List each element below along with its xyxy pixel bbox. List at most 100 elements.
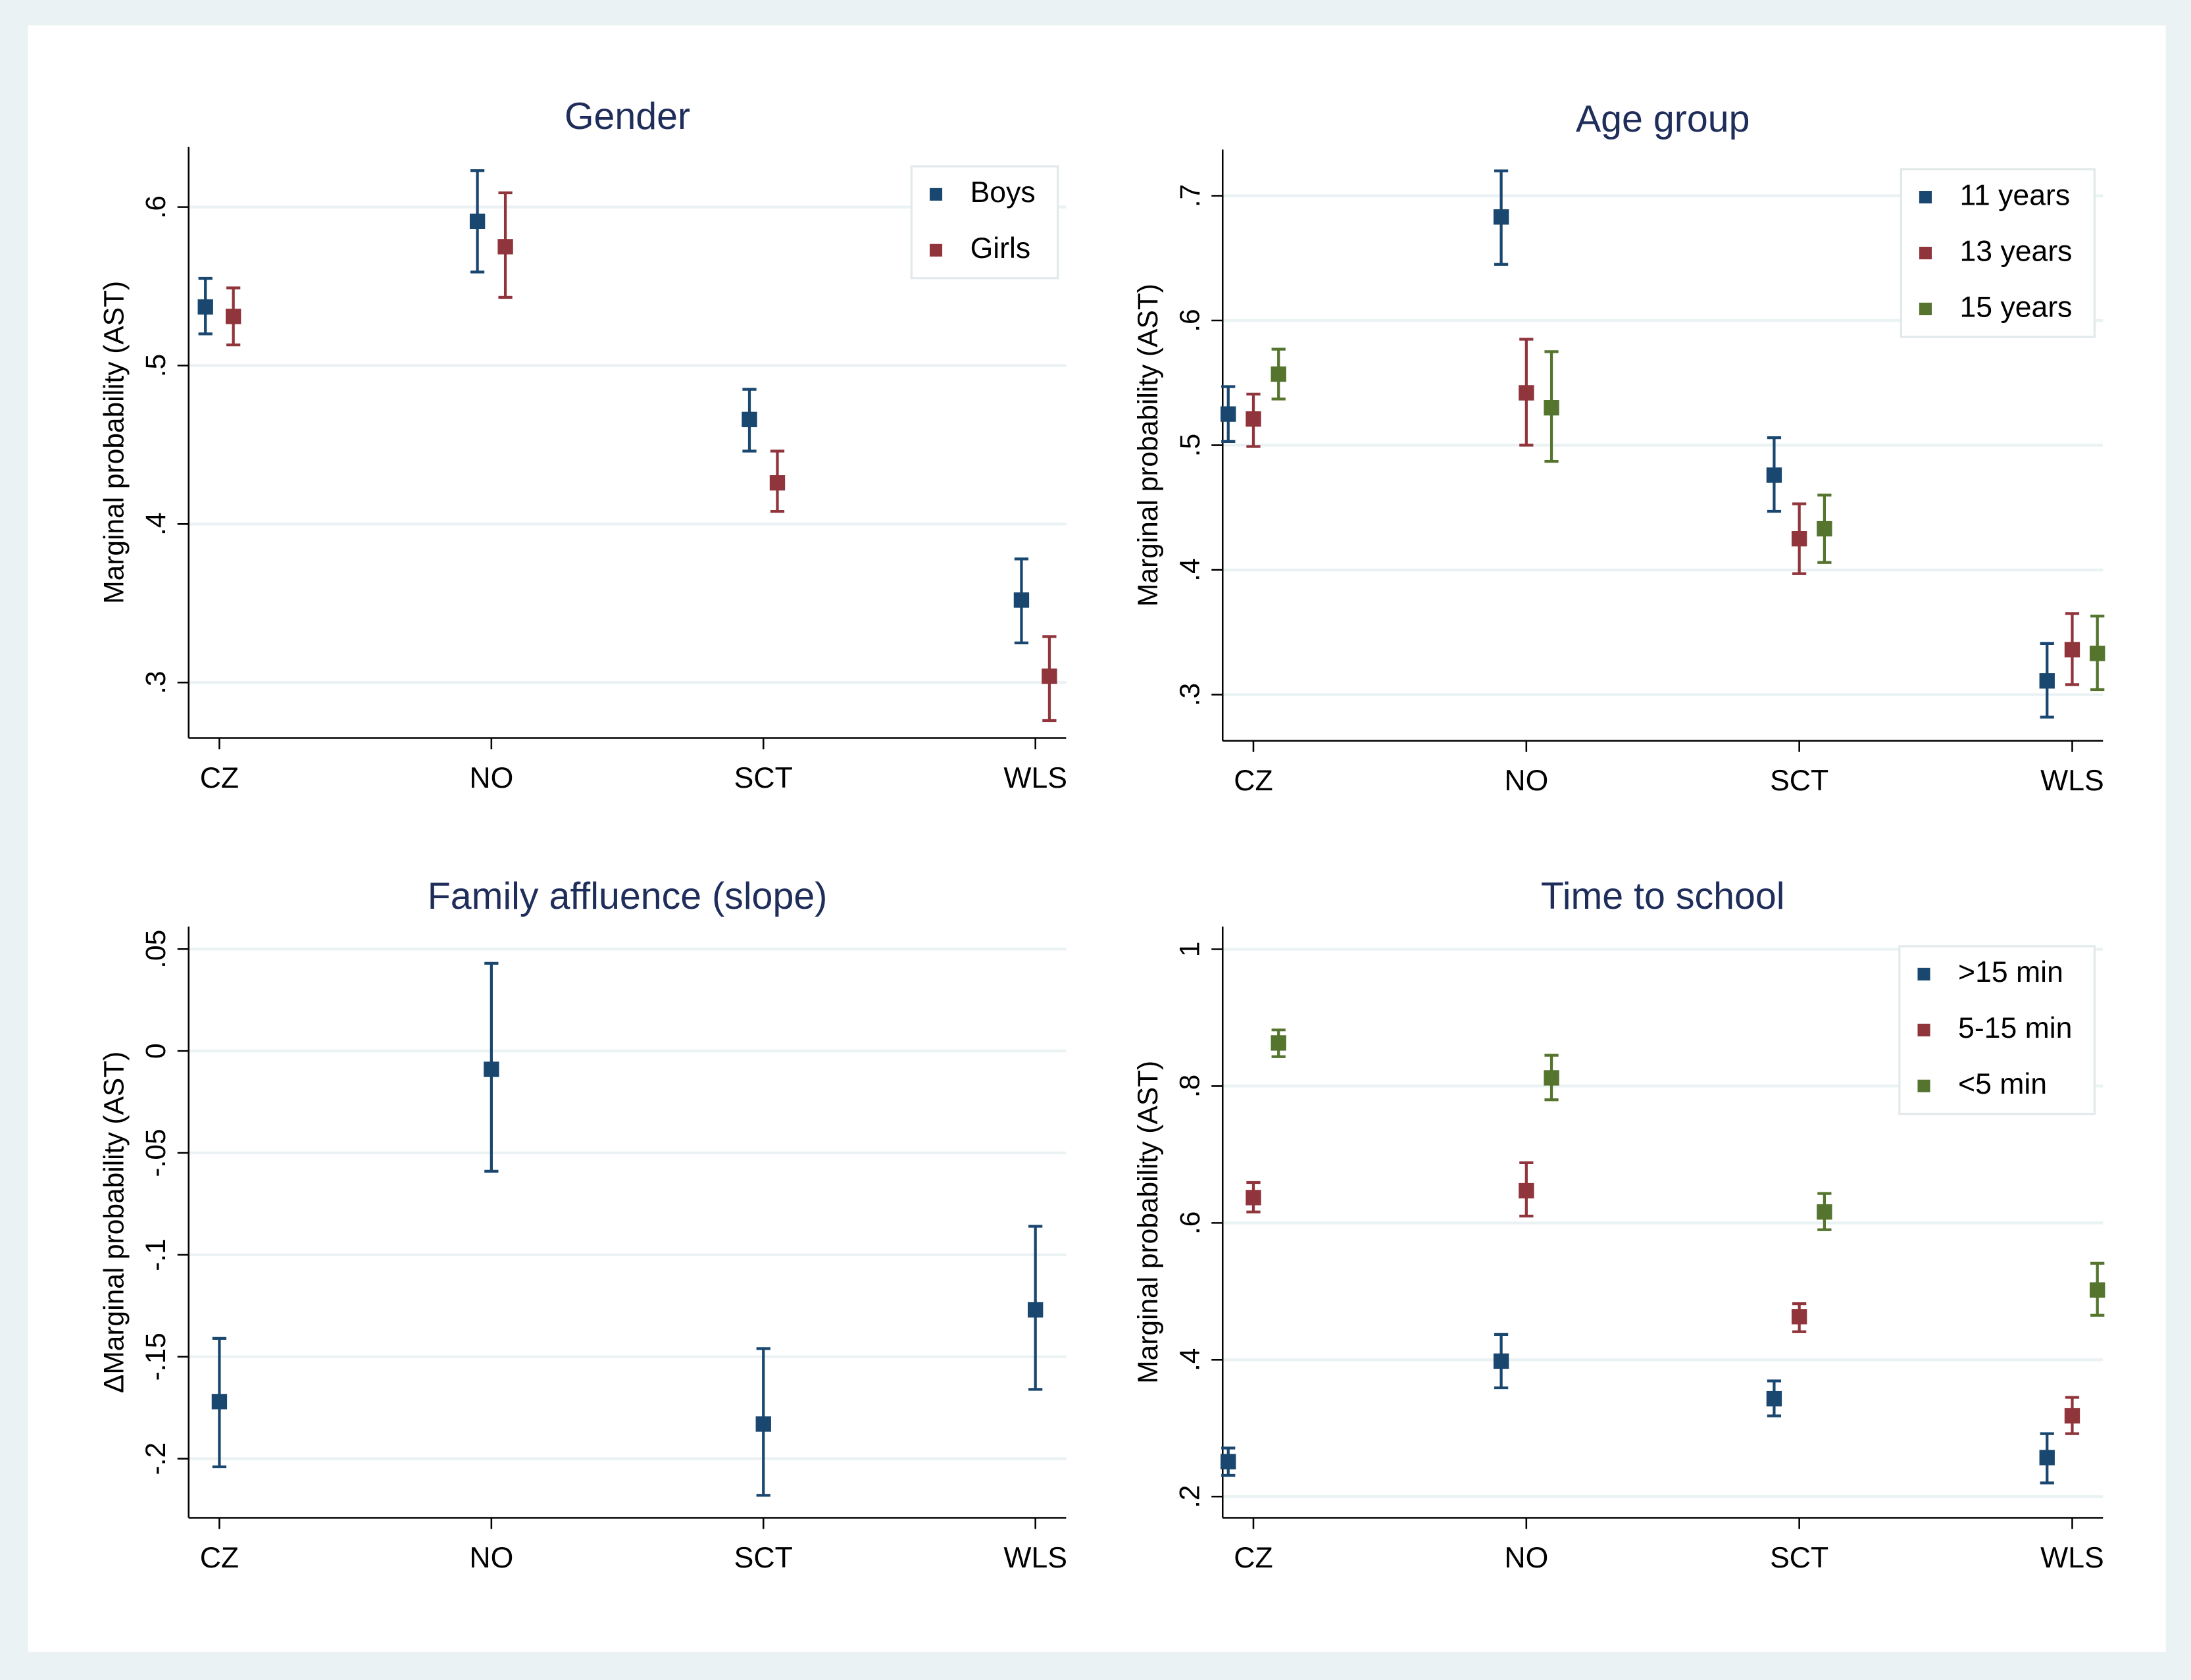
y-tick-label: .5 [1174, 434, 1205, 457]
legend-marker [1917, 967, 1930, 980]
point [1544, 400, 1559, 416]
legend-marker [1919, 302, 1932, 316]
y-axis-label: Marginal probability (AST) [98, 281, 129, 604]
point [1246, 1190, 1261, 1206]
x-tick-label: WLS [1003, 1542, 1067, 1574]
x-tick-label: NO [1504, 1542, 1548, 1574]
point [1791, 531, 1807, 547]
y-tick-label: .8 [1174, 1075, 1205, 1098]
point [1519, 1183, 1534, 1199]
x-tick-label: SCT [1770, 765, 1828, 797]
legend-label: 5-15 min [1958, 1012, 2072, 1044]
point [1791, 1309, 1807, 1325]
point [469, 213, 486, 230]
x-tick-label: SCT [734, 1542, 793, 1574]
point [1013, 592, 1030, 608]
legend-label: 13 years [1959, 235, 2072, 267]
point [1271, 366, 1286, 382]
chart-title: Age group [1576, 98, 1750, 140]
x-tick-label: CZ [1234, 765, 1272, 797]
legend-marker [929, 188, 943, 201]
y-axis-label: Marginal probability (AST) [1132, 1061, 1163, 1384]
point [2090, 1282, 2105, 1298]
x-tick-label: SCT [1770, 1542, 1828, 1574]
y-tick-label: .4 [140, 513, 171, 536]
x-tick-label: NO [469, 1542, 513, 1574]
point [1493, 209, 1509, 225]
y-tick-label: .05 [140, 930, 171, 969]
point [197, 299, 213, 315]
y-tick-label: -.2 [140, 1442, 171, 1475]
graph-region [28, 25, 2166, 1652]
y-tick-label: .4 [1174, 558, 1205, 581]
chart-title: Family affluence (slope) [428, 875, 828, 917]
point [1246, 411, 1261, 427]
legend-marker [1917, 1023, 1930, 1036]
point [1544, 1070, 1559, 1086]
point [1766, 467, 1782, 483]
point [211, 1394, 228, 1410]
y-tick-label: .3 [140, 671, 171, 694]
x-tick-label: WLS [2040, 1542, 2104, 1574]
x-tick-label: CZ [200, 762, 239, 794]
chart-title: Gender [565, 95, 690, 138]
legend-box [1900, 168, 2096, 338]
legend-label: Girls [970, 232, 1031, 265]
legend-box [1898, 945, 2096, 1115]
legend-box [910, 165, 1059, 280]
y-tick-label: .4 [1174, 1348, 1205, 1371]
x-tick-label: NO [469, 762, 513, 794]
x-tick-label: SCT [734, 762, 793, 794]
point [1766, 1390, 1782, 1407]
point [1817, 1204, 1832, 1220]
y-tick-label: .7 [1174, 184, 1205, 207]
point [755, 1416, 771, 1432]
legend-label: 15 years [1959, 291, 2072, 323]
y-tick-label: 1 [1174, 942, 1205, 957]
y-tick-label: .5 [140, 354, 171, 377]
y-tick-label: -.15 [140, 1333, 171, 1381]
legend-marker [1919, 246, 1932, 260]
point [484, 1061, 499, 1077]
point [1271, 1035, 1286, 1051]
legend-marker [1917, 1079, 1930, 1092]
point [769, 475, 786, 491]
point [742, 411, 757, 428]
x-tick-label: CZ [1234, 1542, 1272, 1574]
x-tick-label: CZ [200, 1542, 239, 1574]
y-tick-label: .6 [140, 195, 171, 218]
point [225, 309, 241, 324]
legend-label: <5 min [1958, 1068, 2047, 1100]
y-axis-label: ΔMarginal probability (AST) [98, 1052, 129, 1393]
y-tick-label: .6 [1174, 1211, 1205, 1235]
point [2064, 642, 2080, 658]
point [2090, 646, 2105, 661]
legend-label: 11 years [1959, 179, 2070, 211]
point [1221, 406, 1236, 422]
point [1817, 521, 1832, 537]
point [2064, 1408, 2080, 1424]
point [1027, 1302, 1044, 1318]
point [1519, 385, 1534, 401]
y-tick-label: .3 [1174, 683, 1205, 706]
y-tick-label: -.1 [140, 1238, 171, 1271]
point [2039, 1450, 2055, 1465]
chart-title: Time to school [1541, 875, 1785, 917]
y-tick-label: .6 [1174, 309, 1205, 332]
y-tick-label: 0 [140, 1043, 171, 1059]
x-tick-label: WLS [2040, 765, 2104, 797]
point [497, 239, 513, 255]
legend-marker [929, 243, 943, 257]
point [1221, 1454, 1236, 1469]
y-tick-label: -.05 [140, 1129, 171, 1177]
x-tick-label: NO [1504, 765, 1548, 797]
point [1493, 1353, 1509, 1369]
legend-label: >15 min [1958, 956, 2063, 988]
legend-marker [1919, 191, 1932, 204]
point [1042, 668, 1057, 684]
x-tick-label: WLS [1003, 762, 1067, 794]
y-tick-label: .2 [1174, 1485, 1205, 1508]
point [2039, 673, 2055, 689]
